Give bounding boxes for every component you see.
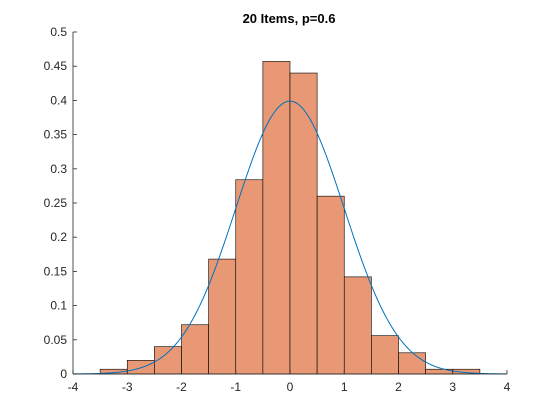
y-tick-label: 0.25 [44,196,68,210]
bars-layer [99,61,481,375]
x-tick-label: -4 [68,380,79,394]
y-tick-label: 0.35 [44,128,68,142]
x-tick-label: 3 [449,380,456,394]
histogram-bar [235,179,264,375]
y-tick-label: 0.45 [44,59,68,73]
histogram-bar [289,72,318,375]
y-tick-label: 0.15 [44,264,68,278]
x-tick-label: -1 [230,380,241,394]
x-tick-label: 0 [287,380,294,394]
x-tick-label: 2 [395,380,402,394]
histogram-bar [262,61,291,375]
histogram-bar [316,195,345,375]
histogram-bar [126,360,155,375]
x-tick-label: 4 [504,380,511,394]
y-tick-label: 0.05 [44,333,68,347]
chart-title: 20 Items, p=0.6 [243,11,336,26]
normal-pdf-curve [72,100,508,375]
y-tick-label: 0.2 [50,230,67,244]
curve-layer [72,100,508,375]
histogram-bar [154,346,182,375]
histogram-bar [181,324,209,375]
axes-layer: -4 -3 -2 -1 0 1 2 3 4 0 0.05 0.1 0.15 0.2 0.25 0.3 0.35 0… [44,25,511,394]
x-tick-label: 1 [341,380,348,394]
histogram-bar [398,352,426,375]
y-tick-label: 0.5 [50,25,67,39]
histogram-bar [371,335,399,375]
y-tick-label: 0.4 [50,93,67,107]
y-tick-label: 0 [60,367,67,381]
histogram-bar [343,276,372,375]
x-tick-label: -2 [176,380,187,394]
x-tick-label: -3 [122,380,133,394]
y-tick-label: 0.3 [50,162,67,176]
y-tick-label: 0.1 [50,299,67,313]
